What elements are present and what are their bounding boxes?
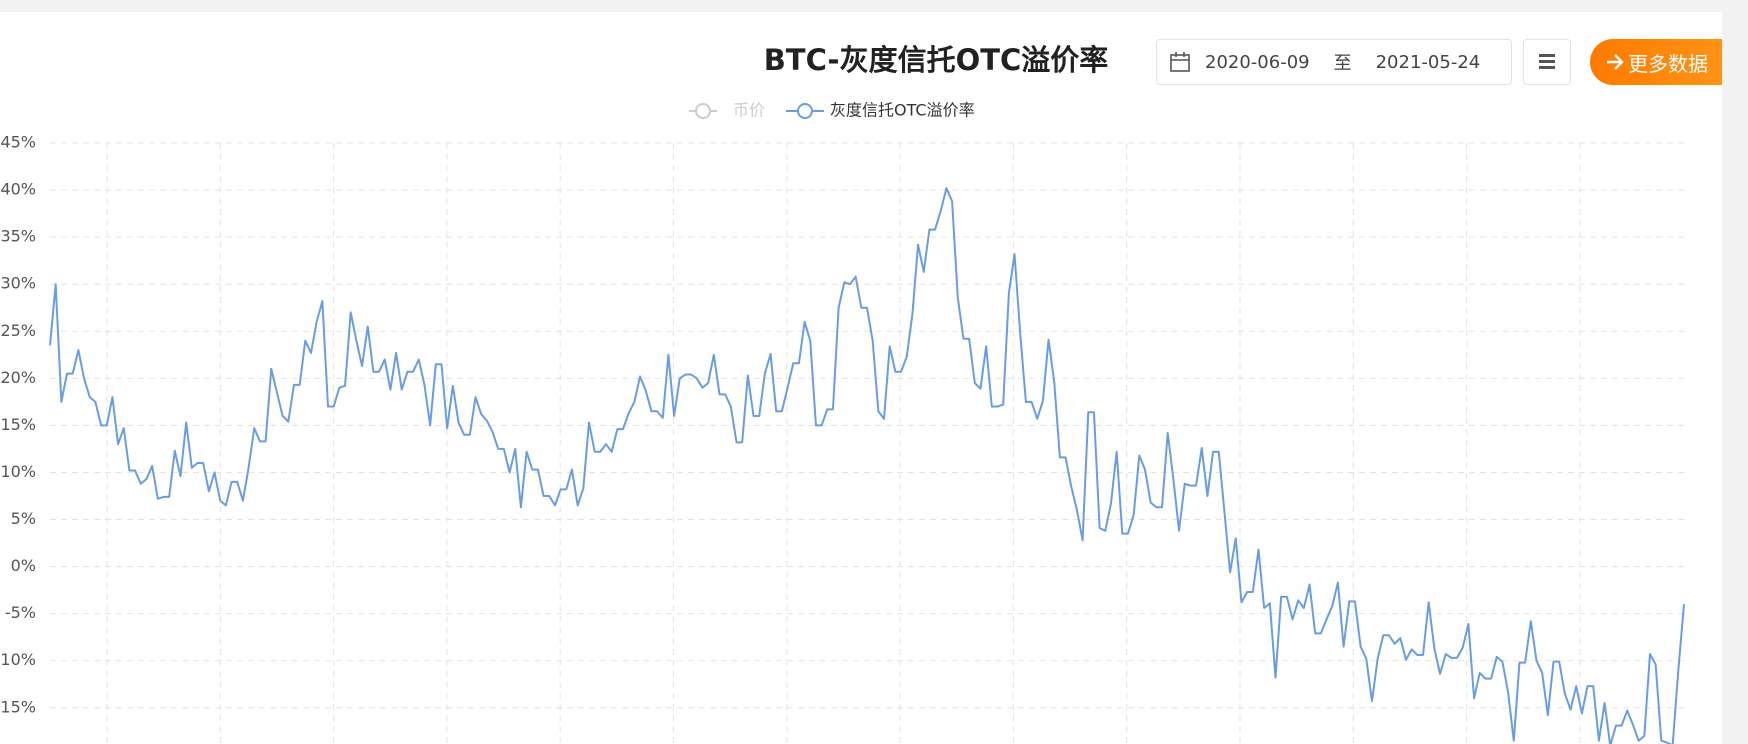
legend-label[interactable]: 币价: [733, 101, 765, 120]
data-line: [49, 187, 1685, 744]
date-range[interactable]: 2020-06-09 至 2021-05-24: [1156, 39, 1512, 85]
chart-title: BTC-灰度信托OTC溢价率: [764, 43, 1109, 77]
menu-icon: [1539, 54, 1555, 69]
y-tick-label: 10%: [0, 462, 36, 481]
date-end[interactable]: 2021-05-24: [1375, 51, 1481, 73]
y-tick-label: -10%: [0, 650, 36, 669]
y-tick-label: 25%: [0, 321, 36, 340]
legend-label[interactable]: 灰度信托OTC溢价率: [830, 101, 975, 120]
y-tick-label: 30%: [0, 274, 36, 293]
date-separator: 至: [1333, 53, 1352, 74]
y-tick-label: 35%: [0, 227, 36, 246]
y-tick-label: -15%: [0, 697, 36, 716]
y-tick-label: 20%: [0, 368, 36, 387]
more-data-label[interactable]: 更多数据: [1628, 51, 1708, 76]
legend-marker: [695, 103, 711, 119]
calendar-icon: [1170, 52, 1190, 72]
y-tick-label: 45%: [0, 133, 36, 152]
chart: BTC-灰度信托OTC溢价率 币价 灰度信托OTC溢价率 45% 40% 35% 30…: [0, 43, 1685, 744]
y-tick-label: 40%: [0, 180, 36, 199]
y-tick-label: 0%: [11, 556, 36, 575]
menu-button[interactable]: [1523, 39, 1571, 85]
more-data-button[interactable]: 更多数据: [1590, 39, 1722, 85]
y-tick-label: 5%: [11, 509, 36, 528]
legend-marker: [797, 103, 813, 119]
y-tick-label: -5%: [5, 603, 36, 622]
card: BTC-灰度信托OTC溢价率 币价 灰度信托OTC溢价率 45% 40% 35% 30…: [0, 12, 1722, 744]
y-tick-label: 15%: [0, 415, 36, 434]
arrow-icon: [1607, 54, 1624, 70]
legend: 币价 灰度信托OTC溢价率: [689, 101, 975, 120]
date-start[interactable]: 2020-06-09: [1205, 51, 1310, 73]
